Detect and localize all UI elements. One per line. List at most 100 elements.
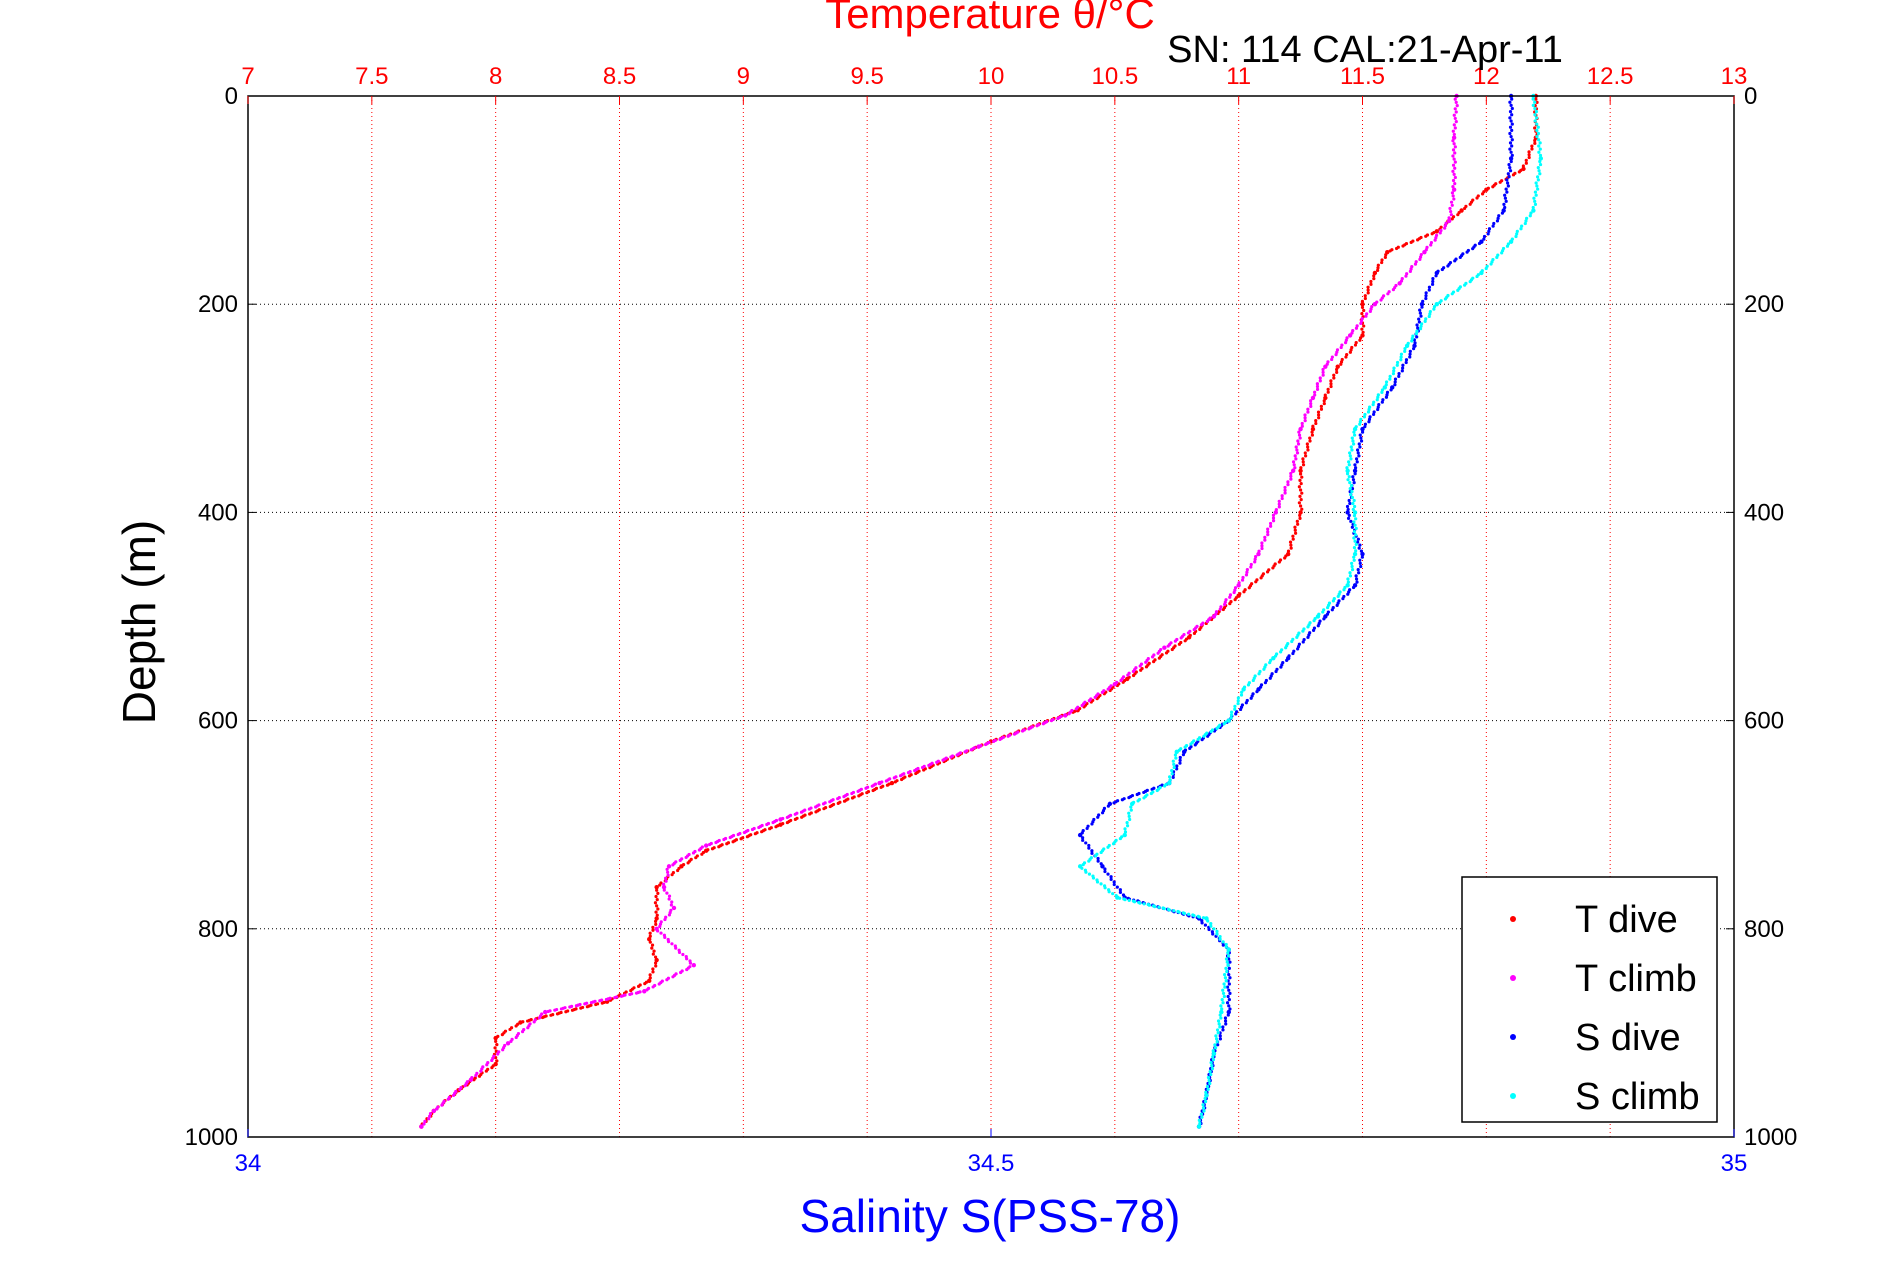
data-marker (884, 779, 889, 783)
data-marker (1279, 665, 1283, 669)
data-marker (1350, 436, 1354, 440)
data-point (1226, 947, 1231, 952)
data-marker (1453, 97, 1457, 101)
data-marker (1375, 398, 1379, 402)
data-marker (1301, 460, 1305, 464)
data-point (1298, 426, 1303, 432)
data-marker (1144, 665, 1149, 669)
data-marker (1452, 142, 1456, 146)
data-marker (1214, 1037, 1219, 1041)
data-marker (1438, 300, 1442, 305)
data-marker (1263, 538, 1267, 542)
data-marker (1166, 644, 1170, 648)
data-marker (1210, 1064, 1214, 1068)
data-marker (1201, 1106, 1206, 1110)
data-marker (1319, 404, 1323, 409)
data-marker (1293, 525, 1297, 529)
data-point (468, 1077, 474, 1082)
data-marker (1418, 311, 1422, 315)
data-marker (1392, 366, 1396, 370)
data-marker (1360, 311, 1364, 316)
data-marker (1450, 191, 1455, 195)
data-marker (1035, 724, 1039, 728)
data-point (1484, 187, 1489, 192)
data-marker (1210, 1066, 1215, 1071)
data-marker (1084, 841, 1088, 845)
data-marker (495, 1059, 499, 1063)
data-marker (1535, 128, 1539, 132)
data-marker (1118, 890, 1123, 894)
data-marker (1351, 585, 1356, 590)
data-marker (1279, 650, 1283, 654)
data-marker (553, 1008, 557, 1012)
data-marker (1359, 439, 1364, 443)
data-marker (892, 776, 896, 780)
data-marker (1534, 110, 1539, 114)
data-marker (1347, 475, 1351, 479)
data-marker (1334, 353, 1338, 357)
data-marker (1418, 257, 1422, 261)
data-marker (1336, 594, 1340, 599)
data-point (1372, 302, 1378, 307)
data-marker (1215, 932, 1219, 936)
legend: T dive T climb S dive S climb (1461, 876, 1718, 1123)
data-marker (1298, 488, 1303, 492)
data-marker (1399, 352, 1404, 356)
data-marker (1350, 487, 1355, 491)
data-marker (1355, 324, 1359, 328)
data-marker (1298, 478, 1302, 482)
data-marker (1534, 193, 1538, 197)
data-marker (893, 780, 897, 784)
data-marker (1228, 991, 1232, 995)
data-marker (1174, 756, 1178, 760)
data-point (654, 884, 659, 890)
data-marker (1504, 199, 1508, 203)
data-marker (667, 913, 672, 917)
data-marker (1277, 499, 1281, 503)
data-marker (1289, 543, 1293, 547)
data-marker (722, 837, 726, 842)
data-point (1271, 655, 1276, 661)
data-marker (1418, 327, 1423, 331)
legend-marker (1510, 1034, 1516, 1040)
data-marker (1301, 463, 1306, 467)
data-marker (1527, 153, 1531, 157)
data-marker (1289, 546, 1293, 550)
data-marker (1249, 562, 1253, 567)
data-marker (1427, 288, 1431, 292)
data-marker (1384, 380, 1389, 384)
y-tick-label-right: 600 (1744, 708, 1784, 735)
data-marker (1344, 355, 1348, 359)
data-marker (670, 900, 674, 904)
data-marker (654, 964, 658, 968)
data-marker (1205, 619, 1209, 624)
data-point (1352, 468, 1358, 473)
data-marker (1453, 116, 1457, 121)
data-marker (1535, 122, 1539, 126)
data-marker (1213, 1046, 1218, 1050)
data-marker (771, 820, 775, 825)
data-marker (1354, 533, 1358, 537)
data-marker (1168, 908, 1172, 912)
data-marker (1301, 457, 1305, 461)
data-point (1112, 681, 1118, 687)
legend-label: S dive (1575, 1017, 1681, 1059)
data-marker (1538, 162, 1543, 167)
data-marker (1118, 888, 1122, 892)
data-marker (1215, 1028, 1220, 1032)
data-marker (495, 1043, 499, 1047)
data-marker (1215, 1040, 1219, 1044)
data-marker (1297, 433, 1302, 437)
data-marker (1528, 214, 1532, 218)
data-marker (1366, 288, 1370, 292)
data-marker (1527, 150, 1531, 154)
data-marker (665, 867, 669, 871)
data-marker (1171, 775, 1175, 779)
data-marker (1350, 564, 1354, 569)
data-marker (1376, 266, 1380, 270)
data-marker (1147, 903, 1152, 907)
data-point (1434, 302, 1440, 307)
data-marker (1308, 436, 1312, 440)
data-marker (1233, 707, 1237, 711)
data-marker (1432, 305, 1437, 309)
